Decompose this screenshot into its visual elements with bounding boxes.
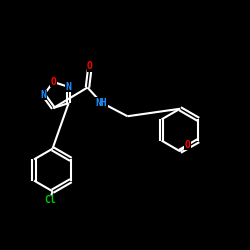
Text: N: N: [66, 82, 71, 92]
Text: O: O: [184, 140, 190, 150]
Text: N: N: [41, 90, 47, 100]
Text: NH: NH: [96, 98, 107, 108]
Text: O: O: [87, 61, 93, 71]
Text: O: O: [50, 77, 56, 87]
Text: Cl: Cl: [44, 195, 56, 205]
